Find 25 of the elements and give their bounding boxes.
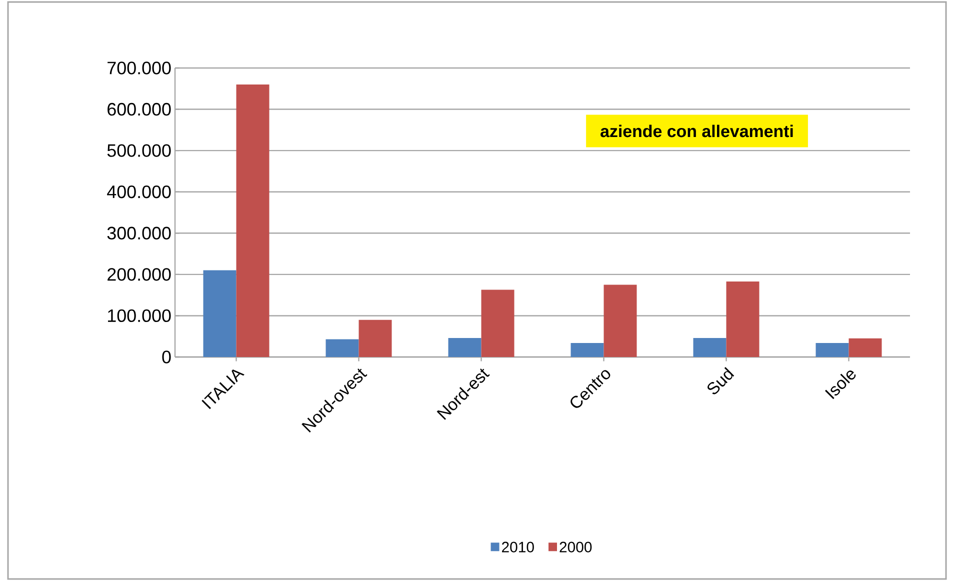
- bar: [326, 339, 359, 357]
- bar: [570, 342, 604, 357]
- y-tick-label: 300.000: [107, 226, 171, 240]
- legend-label: 2000: [560, 542, 592, 552]
- y-tick-label: 200.000: [108, 268, 171, 281]
- y-tick-label: 500.000: [107, 144, 171, 157]
- bar: [358, 320, 392, 357]
- bar: [848, 338, 882, 357]
- text: aziende con allevamenti: [600, 124, 793, 138]
- bar: [448, 338, 482, 357]
- y-tick-label: 400.000: [107, 186, 171, 198]
- bar: [604, 284, 637, 357]
- bar: [203, 270, 236, 357]
- x-tick-label: Sud: [708, 367, 734, 394]
- bar: [236, 84, 270, 357]
- y-tick-label: 100.000: [108, 309, 171, 322]
- legend-label: 2010: [502, 542, 534, 552]
- y-tick-label: 600.000: [108, 102, 171, 116]
- bar: [816, 342, 849, 357]
- bar: [481, 290, 514, 357]
- bar: [726, 281, 760, 357]
- y-tick-label: 0: [162, 350, 171, 364]
- x-tick-label: Isole: [825, 370, 856, 400]
- y-tick-label: 700.000: [108, 62, 171, 74]
- bar: [693, 338, 726, 357]
